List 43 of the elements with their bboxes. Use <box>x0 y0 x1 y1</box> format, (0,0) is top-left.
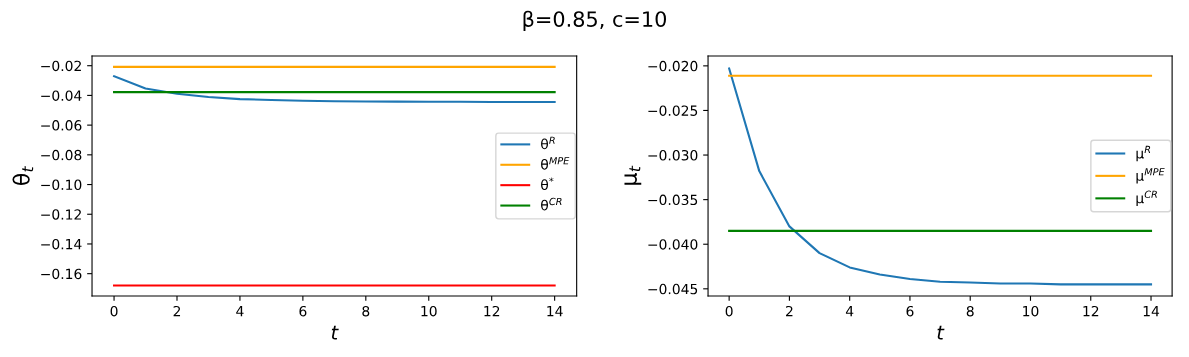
y-tick-label: −0.02 <box>41 60 81 72</box>
y-axis-title: θ$_{t}$ <box>12 165 34 186</box>
y-tick-label: −0.025 <box>648 105 698 116</box>
y-tick-label: −0.045 <box>648 283 698 295</box>
chart-title: β=0.85, c=10 <box>523 10 667 31</box>
y-axis-title: μ$_{t}$ <box>624 165 642 185</box>
x-tick-label: 8 <box>362 305 370 317</box>
y-tick-label: −0.16 <box>41 268 82 280</box>
x-tick-label: 6 <box>299 305 307 317</box>
legend-label: μ$^{R}$ <box>1136 145 1151 162</box>
y-tick-label: −0.12 <box>41 209 81 220</box>
x-tick-label: 8 <box>966 305 974 317</box>
legend-label: θ$^{CR}$ <box>541 197 562 211</box>
y-tick-label: −0.06 <box>41 120 82 131</box>
x-axis-title: t <box>331 325 339 340</box>
y-tick-label: −0.08 <box>41 149 82 161</box>
y-tick-label: −0.020 <box>648 60 698 72</box>
y-tick-label: −0.04 <box>41 90 82 101</box>
legend-label: θ$^{R}$ <box>541 136 555 150</box>
x-tick-label: 12 <box>1083 305 1099 317</box>
x-tick-label: 0 <box>725 305 733 317</box>
x-tick-label: 4 <box>236 306 244 317</box>
x-tick-label: 14 <box>1143 306 1160 317</box>
x-tick-label: 4 <box>845 306 854 317</box>
x-tick-label: 6 <box>906 305 914 317</box>
x-tick-label: 2 <box>173 305 181 317</box>
legend-label: θ$^{MPE}$ <box>541 157 570 170</box>
y-tick-label: −0.10 <box>41 179 82 191</box>
x-axis-title: t <box>937 325 945 340</box>
x-tick-label: 10 <box>421 305 437 317</box>
x-tick-label: 10 <box>1023 305 1039 317</box>
y-tick-label: −0.030 <box>648 150 698 161</box>
x-tick-label: 12 <box>484 305 500 317</box>
y-tick-label: −0.14 <box>41 238 82 250</box>
x-tick-label: 14 <box>547 306 563 317</box>
x-tick-label: 2 <box>786 305 793 317</box>
legend-label: μ$^{CR}$ <box>1136 190 1157 207</box>
legend-label: μ$^{MPE}$ <box>1136 168 1165 184</box>
y-tick-label: −0.040 <box>648 239 698 250</box>
line-series <box>113 75 556 103</box>
y-tick-label: −0.035 <box>648 194 698 206</box>
x-tick-label: 0 <box>110 305 118 317</box>
legend-label: θ$^{*}$ <box>541 177 554 191</box>
